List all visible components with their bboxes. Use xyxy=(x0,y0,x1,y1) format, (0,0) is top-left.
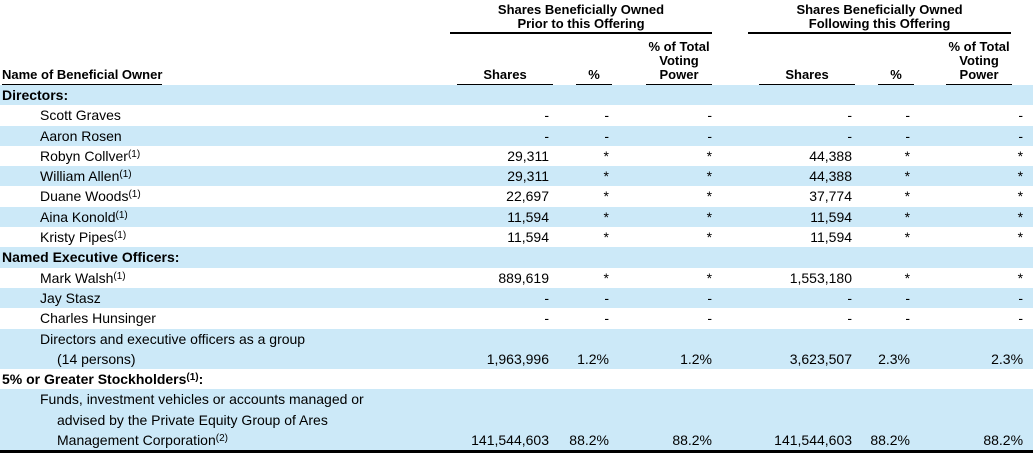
table-row-mark-walsh: Mark Walsh(1) 889,619 * * 1,553,180 * * xyxy=(40,269,1024,286)
table-row-scott-graves: Scott Graves ------ xyxy=(40,107,1024,124)
table-row-robyn-collver: Robyn Collver(1) 29,311 * * 44,388 * * xyxy=(40,147,1024,164)
group-line-2: (14 persons) xyxy=(57,350,136,367)
group-line-1: Directors and executive officers as a gr… xyxy=(40,330,306,347)
column-header-name: Name of Beneficial Owner xyxy=(0,34,450,85)
group-header-spacer xyxy=(0,0,450,34)
column-header-voting-power-prior: % of Total Voting Power xyxy=(615,34,718,85)
column-header-voting-power-following: % of Total Voting Power xyxy=(916,34,1033,85)
table-body: Directors: Scott Graves ------ Aaron Ros… xyxy=(0,85,1033,451)
owner-name: Aina Konold xyxy=(40,208,116,225)
column-header-shares-prior: Shares xyxy=(450,34,555,85)
footnote-ref: (1) xyxy=(115,209,128,221)
table-row-aina-konold: Aina Konold(1) 11,594 * * 11,594 * * xyxy=(0,206,1033,228)
footnote-ref: (1) xyxy=(119,169,132,181)
group-header-following: Shares Beneficially Owned Following this … xyxy=(718,0,1033,34)
owner-name: Scott Graves xyxy=(40,107,121,124)
group-title-following-line2: Following this Offering xyxy=(808,16,951,31)
table-row-kristy-pipes: Kristy Pipes(1) 11,594 * * 11,594 * * xyxy=(40,229,1024,246)
footnote-ref: (1) xyxy=(113,270,126,282)
footnote-ref: (1) xyxy=(186,372,199,384)
owner-name: Aaron Rosen xyxy=(40,127,122,144)
owner-name: Duane Woods xyxy=(40,188,129,205)
table-row-jay-stasz: Jay Stasz ------ xyxy=(0,287,1033,309)
footnote-ref: (1) xyxy=(127,148,141,160)
section-label: 5% or Greater Stockholders xyxy=(2,371,187,388)
table-row-ares-funds: Funds, investment vehicles or accounts m… xyxy=(0,389,1033,451)
group-line-3: Management Corporation(2) xyxy=(57,432,228,449)
owner-name: Robyn Collver xyxy=(40,147,128,164)
table-row-aaron-rosen: Aaron Rosen ------ xyxy=(0,125,1033,146)
footnote-ref: (1) xyxy=(113,230,127,242)
table-row-william-allen: William Allen(1) 29,311 * * 44,388 * * xyxy=(0,166,1033,187)
group-title-following: Shares Beneficially Owned Following this … xyxy=(748,2,1012,34)
section-row-5-percent-stockholders: 5% or Greater Stockholders(1): xyxy=(0,369,1033,389)
owner-name: Kristy Pipes xyxy=(40,229,114,246)
table-row-directors-officers-group: Directors and executive officers as a gr… xyxy=(0,328,1033,370)
owner-name: Jay Stasz xyxy=(40,289,101,306)
group-header-prior: Shares Beneficially Owned Prior to this O… xyxy=(450,0,718,34)
table-bottom-rule xyxy=(0,450,1033,453)
section-row-directors: Directors: xyxy=(0,85,1033,106)
section-label: Directors: xyxy=(2,87,69,103)
group-header-row: Shares Beneficially Owned Prior to this O… xyxy=(0,0,1033,34)
group-line-2: advised by the Private Equity Group of A… xyxy=(57,411,328,428)
section-row-named-executive-officers: Named Executive Officers: xyxy=(0,247,1033,268)
column-header-row: Name of Beneficial Owner Shares % % of T… xyxy=(0,34,1033,85)
group-title-prior: Shares Beneficially Owned Prior to this O… xyxy=(450,2,713,34)
group-title-prior-line2: Prior to this Offering xyxy=(517,16,645,31)
column-header-percent-prior: % xyxy=(555,34,615,85)
table-row-charles-hunsinger: Charles Hunsinger ------ xyxy=(40,310,1024,327)
group-title-following-line1: Shares Beneficially Owned xyxy=(796,2,963,17)
table-row-duane-woods: Duane Woods(1) 22,697 * * 37,774 * * xyxy=(40,188,1024,205)
section-label: Named Executive Officers: xyxy=(2,249,180,266)
owner-name: Charles Hunsinger xyxy=(40,310,156,327)
footnote-ref: (2) xyxy=(215,433,228,445)
owner-name: Mark Walsh xyxy=(40,269,114,286)
owner-name: William Allen xyxy=(40,168,120,185)
table-header: Shares Beneficially Owned Prior to this O… xyxy=(0,0,1033,85)
group-title-prior-line1: Shares Beneficially Owned xyxy=(497,2,665,17)
group-line-1: Funds, investment vehicles or accounts m… xyxy=(40,391,364,408)
column-header-percent-following: % xyxy=(858,34,916,85)
column-header-shares-following: Shares xyxy=(718,34,858,85)
footnote-ref: (1) xyxy=(128,189,141,201)
name-header-label: Name of Beneficial Owner xyxy=(2,67,163,85)
section-label-suffix: : xyxy=(198,371,204,388)
